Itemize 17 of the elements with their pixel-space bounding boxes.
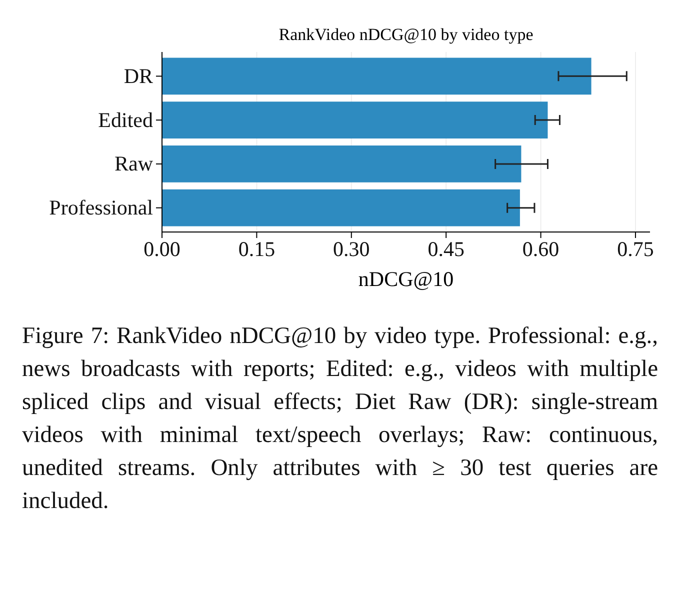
y-tick-label: DR [124,64,153,88]
x-tick-label: 0.30 [333,236,370,261]
y-tick-label: Professional [49,196,154,220]
chart-title: RankVideo nDCG@10 by video type [278,25,534,44]
bar [162,58,592,95]
x-tick-label: 0.00 [144,236,180,261]
x-tick-label: 0.60 [522,236,560,261]
x-tick-label: 0.45 [428,236,464,261]
x-axis-title: nDCG@10 [358,267,454,291]
caption: Figure 7: RankVideo nDCG@10 by video type. Professional: e.g., news broadcasts with reports; Edited: e.g., videos with multiple spliced clips and visual effects; Diet Raw (DR): single-stream videos with minimal text/speech overlays; Raw: continuous, unedited streams. Only attributes with ≥ 30 test queries are included. [22,322,658,516]
bar [162,146,522,182]
x-tick-label: 0.15 [238,236,276,261]
y-tick-label: Edited [98,108,154,132]
y-tick-label: Raw [114,152,154,176]
bar [162,102,548,138]
bar [162,189,520,226]
x-tick-label: 0.75 [617,236,654,261]
